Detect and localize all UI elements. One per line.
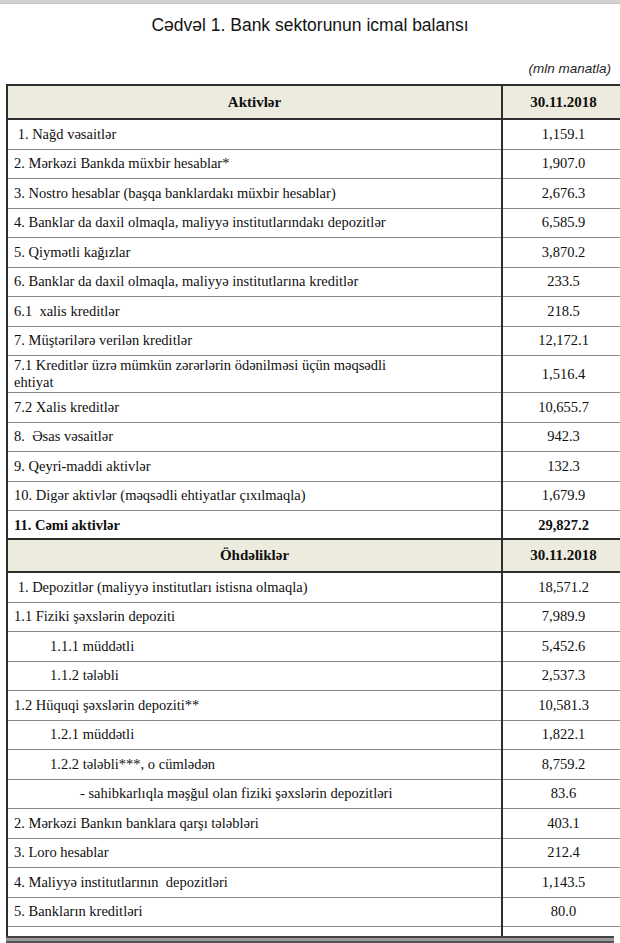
row-value: 132.3: [502, 452, 620, 482]
table-row: 8. Əsas vəsaitlər942.3: [7, 422, 620, 452]
row-label: 1. Depozitlər (maliyyə institutları isti…: [7, 572, 502, 602]
row-label: 1.1.1 müddətli: [7, 632, 502, 662]
table-row: 11. Cəmi aktivlər29,827.2: [7, 511, 620, 541]
table-row: 1.2.2 tələbli***, o cümlədən8,759.2: [7, 750, 620, 780]
table-row: 5. Qiymətli kağızlar3,870.2: [7, 238, 620, 268]
table-row: 1.1.1 müddətli5,452.6: [7, 632, 620, 662]
cutoff-next-row-strip: [6, 936, 614, 943]
row-label: 2. Mərkəzi Bankın banklara qarşı tələblə…: [7, 809, 502, 839]
row-value: 7,989.9: [502, 602, 620, 632]
row-value: 2,676.3: [502, 179, 620, 209]
table-row: 1. Nağd vəsaitlər1,159.1: [7, 119, 620, 149]
liabilities-table: Öhdəliklər 30.11.2018 1. Depozitlər (mal…: [6, 538, 620, 943]
liabilities-header-row: Öhdəliklər 30.11.2018: [7, 539, 620, 572]
table-row: 6. Banklar da daxil olmaqla, maliyyə ins…: [7, 267, 620, 297]
row-value: 233.5: [502, 267, 620, 297]
row-label: 1.2 Hüquqi şəxslərin depoziti**: [7, 691, 502, 721]
row-label: - sahibkarlıqla məşğul olan fiziki şəxsl…: [7, 779, 502, 809]
row-value: 8,759.2: [502, 750, 620, 780]
row-value: 3,870.2: [502, 238, 620, 268]
row-value: 18,571.2: [502, 572, 620, 602]
row-label: 6. Banklar da daxil olmaqla, maliyyə ins…: [7, 267, 502, 297]
table-row: 4. Banklar da daxil olmaqla, maliyyə ins…: [7, 208, 620, 238]
row-value: 10,655.7: [502, 393, 620, 423]
row-value: 12,172.1: [502, 326, 620, 356]
row-value: 83.6: [502, 779, 620, 809]
table-row: 4. Maliyyə institutlarının depozitləri1,…: [7, 868, 620, 898]
row-label: 6.1 xalis kreditlər: [7, 297, 502, 327]
row-label: 1. Nağd vəsaitlər: [7, 119, 502, 149]
table-row: 2. Mərkəzi Bankda müxbir hesablar*1,907.…: [7, 149, 620, 179]
row-label: 1.1 Fiziki şəxslərin depoziti: [7, 602, 502, 632]
row-value: 403.1: [502, 809, 620, 839]
table-row: 2. Mərkəzi Bankın banklara qarşı tələblə…: [7, 809, 620, 839]
table-row: 7.2 Xalis kreditlər10,655.7: [7, 393, 620, 423]
assets-header-label: Aktivlər: [7, 85, 502, 119]
row-label: 4. Banklar da daxil olmaqla, maliyyə ins…: [7, 208, 502, 238]
table-row: 9. Qeyri-maddi aktivlər132.3: [7, 452, 620, 482]
unit-note: (mln manatla): [528, 61, 611, 76]
row-label: 3. Nostro hesablar (başqa banklardakı mü…: [7, 179, 502, 209]
table-row: 1.2.1 müddətli1,822.1: [7, 720, 620, 750]
table-row: 7.1 Kreditlər üzrə mümkün zərərlərin ödə…: [7, 356, 620, 393]
row-label: 11. Cəmi aktivlər: [7, 511, 502, 541]
assets-header-date: 30.11.2018: [502, 85, 620, 119]
row-value: 1,159.1: [502, 119, 620, 149]
row-label: 9. Qeyri-maddi aktivlər: [7, 452, 502, 482]
row-value: 218.5: [502, 297, 620, 327]
table-row: 3. Nostro hesablar (başqa banklardakı mü…: [7, 179, 620, 209]
assets-header-row: Aktivlər 30.11.2018: [7, 85, 620, 119]
row-value: 6,585.9: [502, 208, 620, 238]
row-value: 1,907.0: [502, 149, 620, 179]
assets-table: Aktivlər 30.11.2018 1. Nağd vəsaitlər1,1…: [6, 84, 620, 542]
row-value: 29,827.2: [502, 511, 620, 541]
row-value: 1,516.4: [502, 356, 620, 393]
row-value: 1,822.1: [502, 720, 620, 750]
row-value: 1,143.5: [502, 868, 620, 898]
row-label: 5. Bankların kreditləri: [7, 897, 502, 927]
row-label: 10. Digər aktivlər (məqsədli ehtiyatlar …: [7, 481, 502, 511]
table-row: 1.1 Fiziki şəxslərin depoziti7,989.9: [7, 602, 620, 632]
row-label: 1.2.1 müddətli: [7, 720, 502, 750]
table-row: 10. Digər aktivlər (məqsədli ehtiyatlar …: [7, 481, 620, 511]
table-row: 3. Loro hesablar212.4: [7, 838, 620, 868]
row-value: 942.3: [502, 422, 620, 452]
table-row: 1.2 Hüquqi şəxslərin depoziti**10,581.3: [7, 691, 620, 721]
row-label: 7. Müştərilərə verilən kreditlər: [7, 326, 502, 356]
row-label: 7.2 Xalis kreditlər: [7, 393, 502, 423]
table-row: 1.1.2 tələbli2,537.3: [7, 661, 620, 691]
row-label: 1.1.2 tələbli: [7, 661, 502, 691]
liabilities-header-date: 30.11.2018: [502, 539, 620, 572]
row-value: 2,537.3: [502, 661, 620, 691]
row-value: 212.4: [502, 838, 620, 868]
row-value: 80.0: [502, 897, 620, 927]
row-label: 2. Mərkəzi Bankda müxbir hesablar*: [7, 149, 502, 179]
report-page: Cədvəl 1. Bank sektorunun icmal balansı …: [0, 0, 620, 943]
row-label: 4. Maliyyə institutlarının depozitləri: [7, 868, 502, 898]
row-value: 5,452.6: [502, 632, 620, 662]
row-value: 1,679.9: [502, 481, 620, 511]
table-row: 5. Bankların kreditləri80.0: [7, 897, 620, 927]
page-title: Cədvəl 1. Bank sektorunun icmal balansı: [0, 14, 620, 36]
row-label: 3. Loro hesablar: [7, 838, 502, 868]
row-label: 7.1 Kreditlər üzrə mümkün zərərlərin ödə…: [7, 356, 502, 393]
liabilities-header-label: Öhdəliklər: [7, 539, 502, 572]
window-edge-strip: [0, 0, 620, 4]
table-row: 1. Depozitlər (maliyyə institutları isti…: [7, 572, 620, 602]
table-row: - sahibkarlıqla məşğul olan fiziki şəxsl…: [7, 779, 620, 809]
table-row: 7. Müştərilərə verilən kreditlər12,172.1: [7, 326, 620, 356]
row-value: 10,581.3: [502, 691, 620, 721]
row-label: 5. Qiymətli kağızlar: [7, 238, 502, 268]
row-label: 8. Əsas vəsaitlər: [7, 422, 502, 452]
row-label: 1.2.2 tələbli***, o cümlədən: [7, 750, 502, 780]
table-row: 6.1 xalis kreditlər218.5: [7, 297, 620, 327]
